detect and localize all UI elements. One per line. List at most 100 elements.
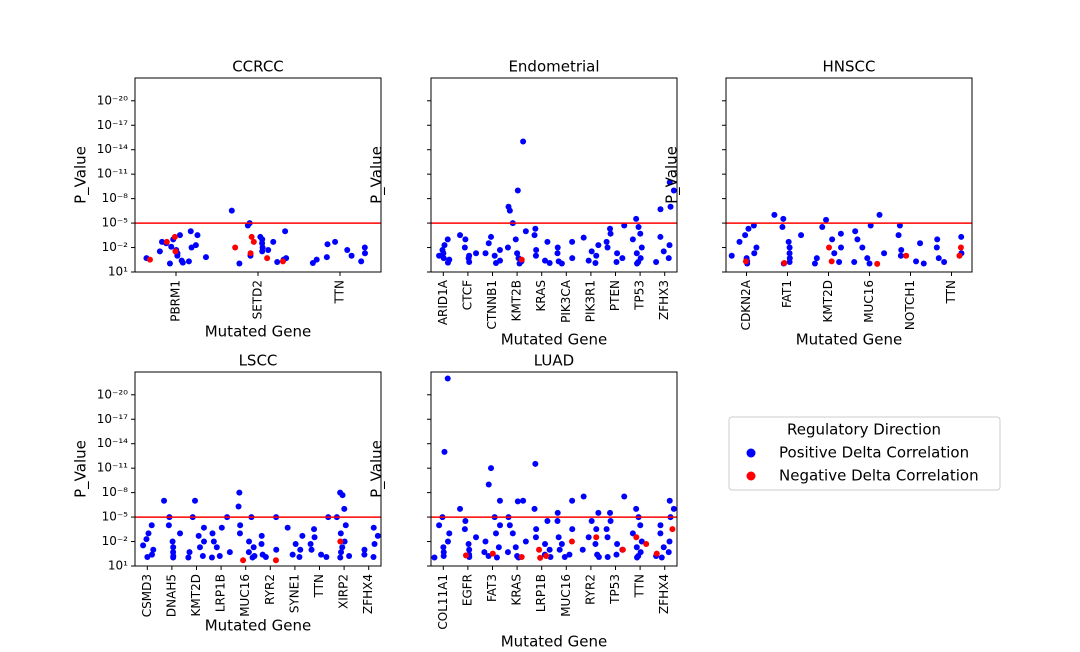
data-point — [629, 236, 636, 243]
data-point — [446, 530, 453, 537]
data-point — [462, 517, 469, 524]
data-point — [148, 551, 155, 558]
data-point — [666, 179, 673, 186]
data-point — [440, 553, 447, 560]
data-point — [485, 481, 492, 488]
data-point — [163, 238, 170, 245]
data-point — [323, 254, 330, 261]
data-point — [665, 255, 672, 262]
data-point — [607, 230, 614, 237]
data-point — [279, 258, 286, 265]
data-point — [341, 538, 348, 545]
data-point — [593, 526, 600, 533]
panel: 10⁻²⁰ 10⁻¹⁷ 10⁻¹⁴ 10⁻¹¹ 10⁻⁸ 10⁻⁵ 10⁻² 10¹ PBRM1… — [72, 58, 382, 341]
data-point — [823, 216, 830, 223]
data-point — [837, 230, 844, 237]
data-point — [186, 549, 193, 556]
data-point — [554, 244, 561, 251]
x-tick-label: COL11A1 — [436, 574, 450, 630]
x-tick-label: TTN — [333, 280, 347, 304]
y-tick-label: 10¹ — [108, 559, 128, 573]
data-point — [514, 250, 521, 257]
x-tick-label: PTEN — [608, 280, 622, 311]
data-point — [554, 250, 561, 257]
data-point — [323, 554, 330, 561]
data-point — [143, 536, 150, 543]
data-point — [284, 524, 291, 531]
data-point — [786, 250, 793, 257]
x-tick-label: MUC16 — [862, 280, 876, 323]
data-point — [579, 546, 586, 553]
data-point — [670, 505, 677, 512]
data-point — [200, 524, 207, 531]
data-point — [603, 526, 610, 533]
data-point — [935, 255, 942, 262]
axes-frame — [725, 77, 973, 273]
data-point — [826, 244, 833, 251]
data-point — [633, 544, 640, 551]
y-axis-label: P_Value — [72, 440, 91, 498]
x-tick-label: TTN — [312, 574, 326, 598]
data-point — [299, 532, 306, 539]
data-point — [634, 260, 641, 267]
data-point — [669, 526, 676, 533]
data-point — [444, 538, 451, 545]
data-point — [493, 554, 500, 561]
y-tick-label: 10⁻⁵ — [102, 216, 129, 230]
data-point — [753, 244, 760, 251]
data-point — [461, 526, 468, 533]
data-point — [514, 187, 521, 194]
data-point — [250, 544, 257, 551]
data-point — [607, 225, 614, 232]
data-point — [462, 236, 469, 243]
data-point — [192, 497, 199, 504]
y-axis-label: P_Value — [368, 146, 387, 204]
chart-title: LUAD — [534, 352, 574, 370]
data-point — [569, 238, 576, 245]
data-point — [210, 538, 217, 545]
legend-label: Negative Delta Correlation — [779, 467, 979, 485]
x-axis-label: Mutated Gene — [205, 617, 312, 635]
axes-frame — [134, 77, 382, 273]
x-tick-label: CTNNB1 — [485, 280, 499, 330]
data-point — [829, 236, 836, 243]
x-tick-label: TTN — [633, 574, 647, 598]
data-point — [633, 534, 640, 541]
y-tick-label: 10⁻² — [102, 534, 129, 548]
x-tick-label: SETD2 — [251, 280, 265, 319]
data-point — [509, 530, 516, 537]
data-point — [742, 232, 749, 239]
chart-title: LSCC — [239, 352, 278, 370]
data-point — [580, 234, 587, 241]
data-point — [209, 530, 216, 537]
panel: COL11A1 EGFR FAT3 KRAS LRP1B MUC16 RYR2 TP53 TTN… — [368, 352, 678, 651]
panel: 10⁻²⁰ 10⁻¹⁷ 10⁻¹⁴ 10⁻¹¹ 10⁻⁸ 10⁻⁵ 10⁻² 10¹ CSMD3… — [72, 352, 382, 635]
y-tick-label: 10⁻⁸ — [102, 485, 129, 499]
x-axis-label: Mutated Gene — [501, 331, 608, 349]
data-point — [249, 554, 256, 561]
data-point — [370, 524, 377, 531]
data-point — [307, 540, 314, 547]
data-point — [194, 232, 201, 239]
data-point — [569, 255, 576, 262]
x-tick-label: ZFHX4 — [361, 574, 375, 614]
y-axis-label: P_Value — [72, 146, 91, 204]
data-point — [144, 554, 151, 561]
legend-box — [728, 416, 1001, 491]
data-point — [482, 538, 489, 545]
data-point — [444, 259, 451, 266]
data-point — [273, 546, 280, 553]
data-point — [235, 503, 242, 510]
data-point — [828, 258, 835, 265]
data-point — [213, 544, 220, 551]
data-point — [491, 252, 498, 259]
data-point — [595, 242, 602, 249]
axes-frame — [430, 371, 678, 567]
data-point — [482, 250, 489, 257]
data-point — [592, 540, 599, 547]
data-point — [208, 554, 215, 561]
data-point — [185, 258, 192, 265]
data-point — [941, 259, 948, 266]
y-tick-label: 10⁻¹⁴ — [97, 436, 128, 450]
data-point — [202, 254, 209, 261]
